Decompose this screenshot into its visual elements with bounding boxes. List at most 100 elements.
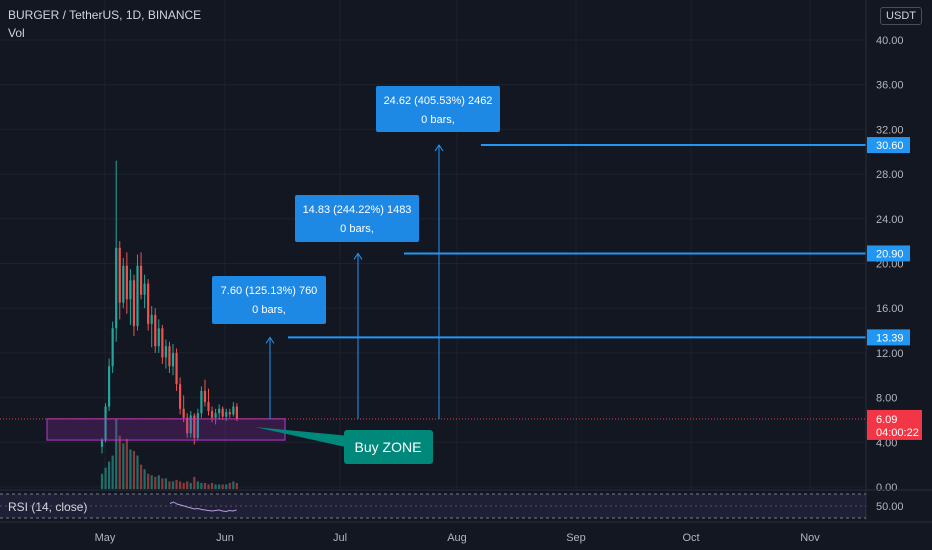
projection-label-line1: 14.83 (244.22%) 1483	[303, 204, 412, 216]
projection-label-line2: 0 bars,	[421, 114, 455, 126]
rsi-label: RSI (14, close)	[8, 500, 87, 514]
candle-body	[214, 413, 217, 418]
y-tick-label: 16.00	[876, 303, 904, 315]
candle-body	[186, 417, 189, 434]
candle-body	[196, 413, 199, 438]
volume-bar	[171, 481, 175, 489]
volume-bar	[186, 481, 189, 489]
volume-bar	[175, 479, 178, 489]
y-tick-label: 36.00	[876, 80, 904, 92]
candle-body	[115, 247, 118, 329]
volume-bar	[164, 478, 167, 489]
projections: 7.60 (125.13%) 760 0 bars, 14.83 (244.22%)…	[212, 86, 866, 419]
volume-bar	[118, 435, 121, 489]
y-tick-label: 32.00	[876, 124, 904, 136]
volume-bar	[228, 482, 231, 489]
projection-label-box	[376, 86, 500, 132]
volume-bar	[207, 484, 210, 489]
volume-bar	[157, 475, 160, 489]
candle-body	[100, 440, 104, 447]
candle-body	[168, 346, 171, 367]
candle-body	[175, 352, 178, 385]
y-tick-label: 8.00	[876, 393, 897, 405]
rsi-level-label: 50.00	[876, 501, 904, 513]
callout-pointer	[255, 427, 350, 448]
volume-bar	[100, 473, 104, 489]
current-price-badge	[867, 409, 922, 440]
x-tick-label: Jul	[333, 532, 347, 544]
volume-bar	[203, 482, 207, 489]
candle-body	[218, 408, 221, 414]
projection-label-line2: 0 bars,	[252, 304, 286, 316]
volume-bar	[136, 455, 139, 489]
y-tick-label: 12.00	[876, 348, 904, 360]
rsi-line	[169, 501, 237, 513]
volume-bars	[100, 419, 238, 489]
projection-label-box	[212, 276, 326, 324]
buy-zone-callout: Buy ZONE	[255, 427, 433, 464]
volume-bar	[161, 478, 164, 489]
candle-body	[118, 247, 121, 303]
volume-bar	[115, 419, 118, 489]
y-tick-label: 28.00	[876, 169, 904, 181]
projection-arrowhead	[353, 252, 363, 260]
candle-body	[182, 408, 185, 418]
price-axis: 40.00 36.00 32.00 28.00 24.00 20.00 16.00 12.00…	[865, 0, 922, 520]
candle-body	[125, 265, 128, 300]
volume-bar	[104, 467, 107, 489]
volume-bar	[132, 450, 136, 489]
candle-body	[150, 314, 153, 324]
volume-bar	[193, 476, 196, 489]
volume-label: Vol	[8, 26, 25, 40]
x-tick-label: Jun	[216, 532, 234, 544]
buy-zone-label: Buy ZONE	[355, 439, 422, 455]
candle-body	[225, 412, 228, 417]
target-price-badge	[867, 137, 910, 154]
y-tick-label: 40.00	[876, 35, 904, 47]
target-price-badge	[867, 329, 910, 346]
volume-bar	[154, 476, 157, 489]
volume-bar	[168, 481, 171, 489]
y-tick-label: 4.00	[876, 437, 897, 449]
target-price-badge	[867, 245, 910, 262]
x-tick-label: Sep	[566, 532, 586, 544]
volume-bar	[210, 482, 214, 489]
currency-button[interactable]: USDT	[880, 7, 922, 25]
target-price-label: 30.60	[876, 140, 904, 152]
projection-label-line1: 24.62 (405.53%) 2462	[384, 95, 493, 107]
volume-bar	[218, 484, 221, 489]
volume-bar	[221, 484, 224, 489]
candle-body	[207, 402, 210, 412]
candle-body	[161, 328, 164, 358]
candle-body	[104, 406, 107, 441]
volume-bar	[182, 482, 185, 489]
volume-bar	[111, 455, 114, 489]
y-tick-label: 24.00	[876, 214, 904, 226]
buy-zone-rect	[46, 418, 286, 441]
candle-body	[200, 390, 203, 414]
candle-body	[132, 280, 136, 327]
projection-label-line1: 7.60 (125.13%) 760	[221, 285, 318, 297]
callout-box	[344, 430, 433, 464]
candle-body	[171, 352, 175, 367]
volume-bar	[150, 475, 153, 489]
y-tick-label: 20.00	[876, 259, 904, 271]
candle-body	[143, 283, 146, 295]
y-tick-label: 0.00	[876, 482, 897, 494]
candle-body	[193, 415, 196, 438]
candle-body	[210, 411, 214, 418]
volume-bar	[235, 482, 238, 489]
volume-bar	[200, 482, 203, 489]
candle-body	[164, 346, 167, 358]
x-tick-label: Nov	[800, 532, 820, 544]
projection-arrowhead	[434, 144, 444, 152]
time-axis: May Jun Jul Aug Sep Oct Nov	[0, 521, 932, 544]
projection-label-box	[295, 195, 419, 242]
candle-body	[232, 406, 235, 415]
candle-body	[189, 415, 192, 434]
volume-bar	[179, 481, 182, 489]
countdown-timer: 04:00:22	[876, 427, 919, 439]
candle-body	[108, 366, 111, 407]
candle-body	[203, 390, 207, 403]
